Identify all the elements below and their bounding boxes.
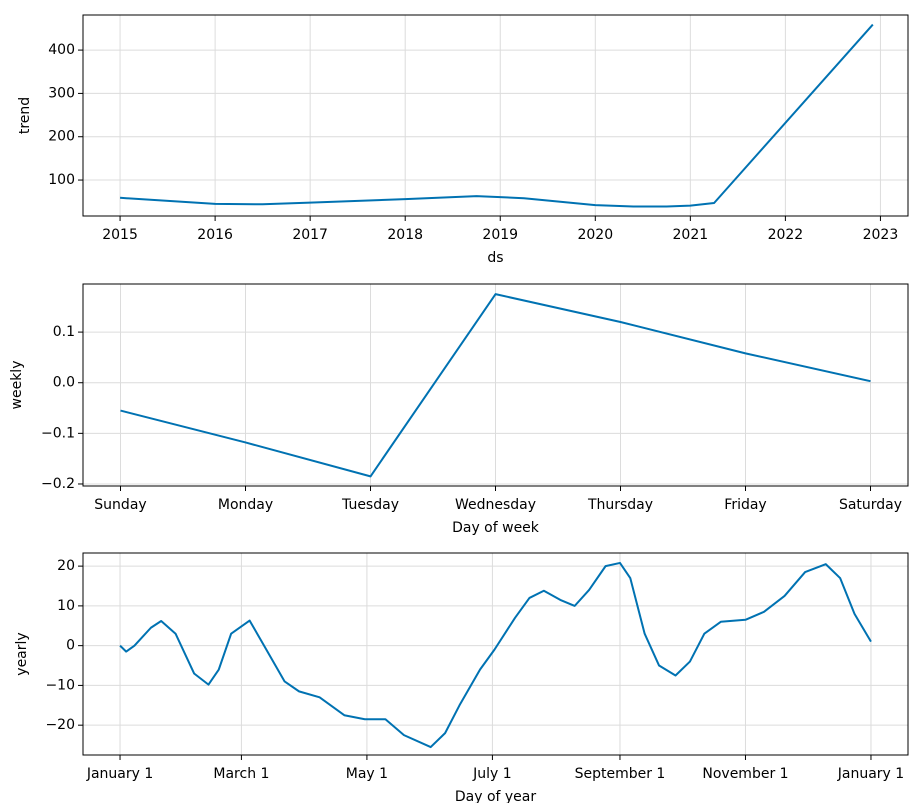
x-tick-label: November 1 — [702, 766, 788, 782]
y-tick-label: −0.1 — [41, 425, 75, 441]
y-tick-label: 10 — [57, 598, 75, 614]
x-tick-label: 2021 — [673, 227, 709, 243]
y-tick-label: −20 — [45, 717, 75, 733]
x-tick-label: May 1 — [346, 766, 388, 782]
trend-line — [120, 23, 874, 208]
x-tick-label: 2020 — [577, 227, 613, 243]
y-tick-label: −10 — [45, 677, 75, 693]
y-axis-label: weekly — [9, 361, 25, 410]
y-tick-label: 20 — [57, 558, 75, 574]
x-tick-label: Tuesday — [341, 497, 399, 513]
y-tick-label: −0.2 — [41, 476, 75, 492]
y-tick-label: 0.1 — [53, 324, 75, 340]
y-axis-label: trend — [17, 97, 33, 134]
y-tick-label: 400 — [48, 42, 75, 58]
y-tick-label: 200 — [48, 129, 75, 145]
x-tick-label: 2019 — [482, 227, 518, 243]
x-tick-label: March 1 — [213, 766, 269, 782]
x-tick-label: 2022 — [768, 227, 804, 243]
x-tick-label: Saturday — [839, 497, 902, 513]
axes-frame — [82, 552, 909, 756]
trend-line — [119, 561, 872, 749]
x-tick-label: 2023 — [863, 227, 899, 243]
x-tick-label: Friday — [724, 497, 766, 513]
x-axis-label: ds — [487, 250, 503, 266]
x-tick-label: Sunday — [94, 497, 146, 513]
x-tick-label: Monday — [218, 497, 273, 513]
x-tick-label: 2016 — [197, 227, 233, 243]
x-tick-label: 2018 — [387, 227, 423, 243]
x-tick-label: January 1 — [86, 766, 153, 782]
y-tick-label: 300 — [48, 85, 75, 101]
y-axis-label: yearly — [14, 632, 30, 675]
x-tick-label: Thursday — [587, 497, 653, 513]
axes-frame — [82, 14, 909, 217]
x-axis-label: Day of year — [455, 789, 537, 803]
y-tick-label: 100 — [48, 172, 75, 188]
y-tick-label: 0.0 — [53, 375, 75, 391]
x-axis-label: Day of week — [452, 520, 540, 536]
axes-frame — [82, 283, 909, 487]
x-tick-label: 2017 — [292, 227, 328, 243]
x-tick-label: 2015 — [102, 227, 138, 243]
x-tick-label: July 1 — [472, 766, 512, 782]
trend-line — [120, 293, 871, 478]
y-tick-label: 0 — [66, 638, 75, 654]
x-tick-label: September 1 — [575, 766, 666, 782]
x-tick-label: January 1 — [837, 766, 904, 782]
x-tick-label: Wednesday — [455, 497, 536, 513]
